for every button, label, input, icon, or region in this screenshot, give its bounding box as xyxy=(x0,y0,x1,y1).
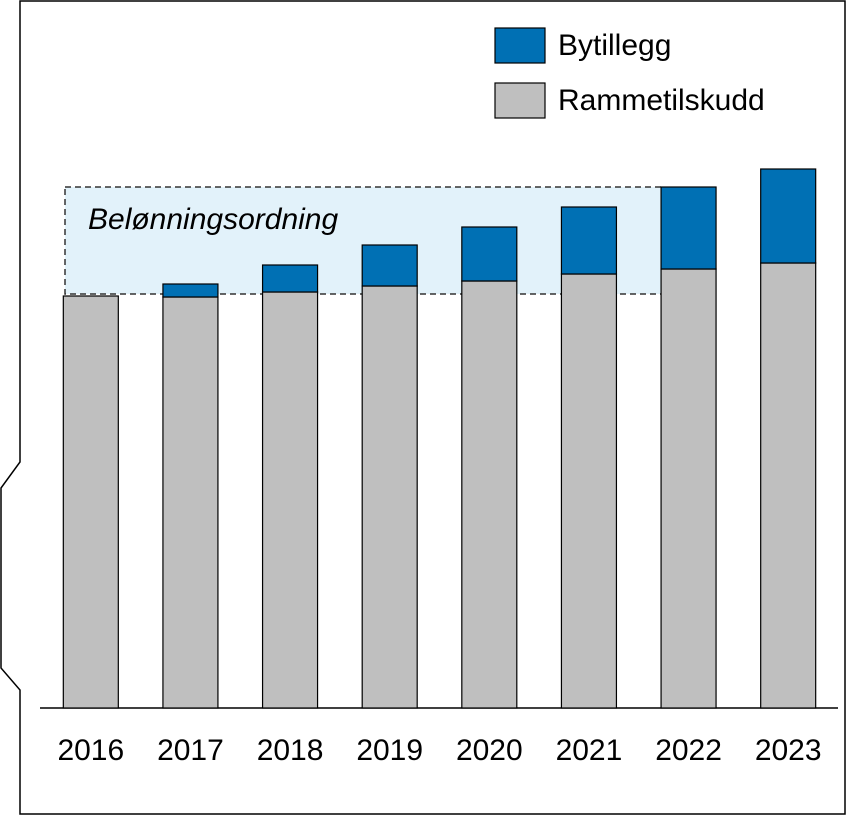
x-tick-label: 2017 xyxy=(157,734,224,767)
bar-segment xyxy=(760,168,817,264)
bar-segment xyxy=(162,283,219,298)
x-tick-label: 2020 xyxy=(456,734,523,767)
bar-segment xyxy=(560,206,618,275)
bar-segment xyxy=(261,264,319,293)
x-tick-label: 2022 xyxy=(655,734,722,767)
x-tick-label: 2021 xyxy=(556,734,623,767)
bar-segment xyxy=(361,244,418,287)
x-tick-label: 2016 xyxy=(57,734,124,767)
bar-segment xyxy=(660,268,717,709)
bar-segment xyxy=(261,291,319,709)
legend-label: Rammetilskudd xyxy=(558,84,765,117)
legend-label: Bytillegg xyxy=(558,29,671,62)
annotation-text: Belønningsordning xyxy=(88,203,338,236)
legend-swatch xyxy=(494,82,546,119)
bar-segment xyxy=(560,273,618,709)
x-tick-label: 2019 xyxy=(356,734,423,767)
x-tick-label: 2018 xyxy=(257,734,324,767)
bar-segment xyxy=(461,280,518,709)
bar-segment xyxy=(660,186,717,270)
bar-segment xyxy=(62,295,119,709)
x-tick-label: 2023 xyxy=(755,734,822,767)
bar-segment xyxy=(760,262,817,709)
bar-segment xyxy=(162,296,219,709)
bar-segment xyxy=(461,226,518,282)
bar-segment xyxy=(361,285,418,709)
legend-swatch xyxy=(494,27,546,64)
